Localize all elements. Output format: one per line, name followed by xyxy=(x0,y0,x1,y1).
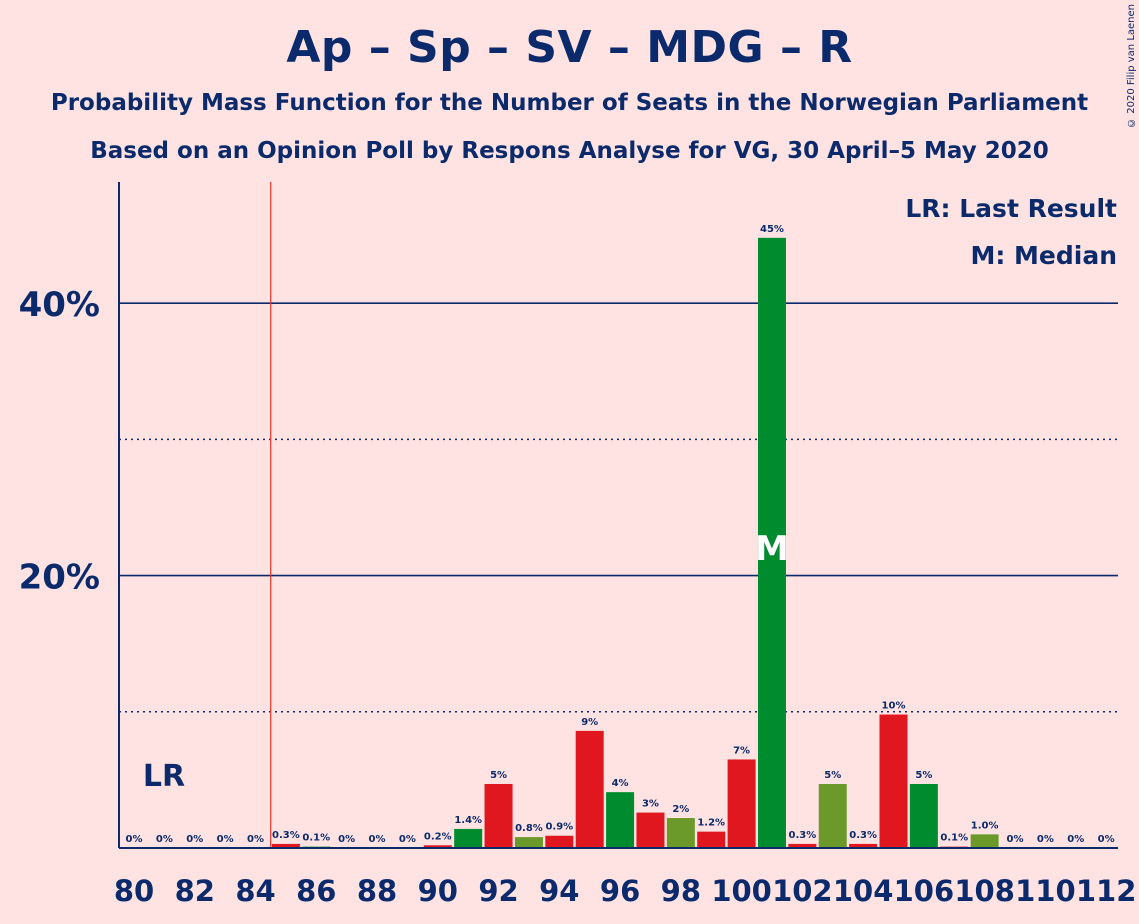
tick-labels: LR0% 0% 0% 0% 0% 0.3% 0.1% 0% 0% 0% 0.2%1.4%5%0.8%… xyxy=(19,224,1137,908)
bar-label-105: 10% xyxy=(882,701,906,712)
bar-105 xyxy=(879,714,908,848)
bar-label-80: 0% xyxy=(126,834,143,845)
chart-subtitle-2: Based on an Opinion Poll by Respons Anal… xyxy=(90,138,1049,164)
x-tick-label-84: 84 xyxy=(235,874,275,908)
bar-label-94: 0.9% xyxy=(545,822,573,833)
bar-label-85: 0.3% xyxy=(272,830,300,841)
x-tick-label-98: 98 xyxy=(661,874,701,908)
bar-108 xyxy=(970,834,999,848)
x-tick-label-94: 94 xyxy=(539,874,579,908)
bar-label-109: 0% xyxy=(1007,834,1024,845)
bar-label-102: 0.3% xyxy=(788,830,816,841)
x-tick-label-96: 96 xyxy=(600,874,640,908)
x-tick-label-104: 104 xyxy=(833,874,894,908)
x-tick-label-86: 86 xyxy=(296,874,336,908)
bar-100 xyxy=(727,759,756,848)
bar-label-100: 7% xyxy=(733,745,750,756)
bar-label-111: 0% xyxy=(1067,834,1084,845)
legend-last-result: LR: Last Result xyxy=(905,194,1117,223)
bar-label-83: 0% xyxy=(217,834,234,845)
bar-label-81: 0% xyxy=(156,834,173,845)
axes xyxy=(118,182,1118,849)
bar-92 xyxy=(484,783,513,848)
x-tick-label-112: 112 xyxy=(1076,874,1137,908)
bar-label-89: 0% xyxy=(399,834,416,845)
bar-label-108: 1.0% xyxy=(971,820,999,831)
x-tick-label-88: 88 xyxy=(357,874,397,908)
bar-label-112: 0% xyxy=(1098,834,1115,845)
x-tick-label-80: 80 xyxy=(114,874,154,908)
x-tick-label-110: 110 xyxy=(1015,874,1076,908)
bar-95 xyxy=(575,730,604,848)
last-result-label: LR xyxy=(143,759,185,794)
bar-label-88: 0% xyxy=(369,834,386,845)
bar-label-97: 3% xyxy=(642,799,659,810)
chart-title: Ap – Sp – SV – MDG – R xyxy=(286,22,853,73)
bar-label-99: 1.2% xyxy=(697,818,725,829)
bar-label-96: 4% xyxy=(612,778,629,789)
bar-97 xyxy=(636,812,665,848)
bar-102 xyxy=(788,843,817,848)
bar-label-101: 45% xyxy=(760,224,784,235)
bar-label-107: 0.1% xyxy=(940,833,968,844)
bar-label-110: 0% xyxy=(1037,834,1054,845)
bar-91 xyxy=(454,828,483,848)
bar-label-106: 5% xyxy=(915,770,932,781)
x-tick-label-106: 106 xyxy=(894,874,955,908)
x-tick-label-92: 92 xyxy=(478,874,518,908)
legend: LR: Last Result M: Median xyxy=(905,185,1117,279)
bar-label-86: 0.1% xyxy=(302,833,330,844)
bar-106 xyxy=(909,783,938,848)
x-tick-label-108: 108 xyxy=(954,874,1015,908)
chart-subtitle-1: Probability Mass Function for the Number… xyxy=(50,90,1089,116)
bar-99 xyxy=(697,831,726,848)
x-tick-label-90: 90 xyxy=(418,874,458,908)
x-tick-label-82: 82 xyxy=(175,874,215,908)
bar-label-92: 5% xyxy=(490,770,507,781)
y-tick-label-40: 40% xyxy=(19,285,100,325)
x-tick-label-100: 100 xyxy=(711,874,772,908)
bar-label-91: 1.4% xyxy=(454,815,482,826)
bar-94 xyxy=(545,835,574,848)
bar-label-98: 2% xyxy=(672,804,689,815)
bar-label-104: 0.3% xyxy=(849,830,877,841)
bar-103 xyxy=(818,783,847,848)
x-tick-label-102: 102 xyxy=(772,874,833,908)
legend-median: M: Median xyxy=(970,241,1117,270)
bar-label-90: 0.2% xyxy=(424,831,452,842)
bar-104 xyxy=(849,843,878,848)
bar-label-84: 0% xyxy=(247,834,264,845)
bar-85 xyxy=(271,843,300,848)
bar-label-87: 0% xyxy=(338,834,355,845)
bar-label-93: 0.8% xyxy=(515,823,543,834)
bar-label-103: 5% xyxy=(824,770,841,781)
bar-96 xyxy=(606,792,635,848)
bar-90 xyxy=(423,845,452,848)
bar-98 xyxy=(666,818,695,848)
bars xyxy=(271,237,999,849)
gridlines xyxy=(119,182,1118,848)
bar-label-82: 0% xyxy=(186,834,203,845)
bar-label-95: 9% xyxy=(581,717,598,728)
bar-101 xyxy=(757,237,786,849)
y-tick-label-20: 20% xyxy=(19,558,100,598)
median-marker: M xyxy=(755,529,789,569)
bar-93 xyxy=(514,837,543,848)
